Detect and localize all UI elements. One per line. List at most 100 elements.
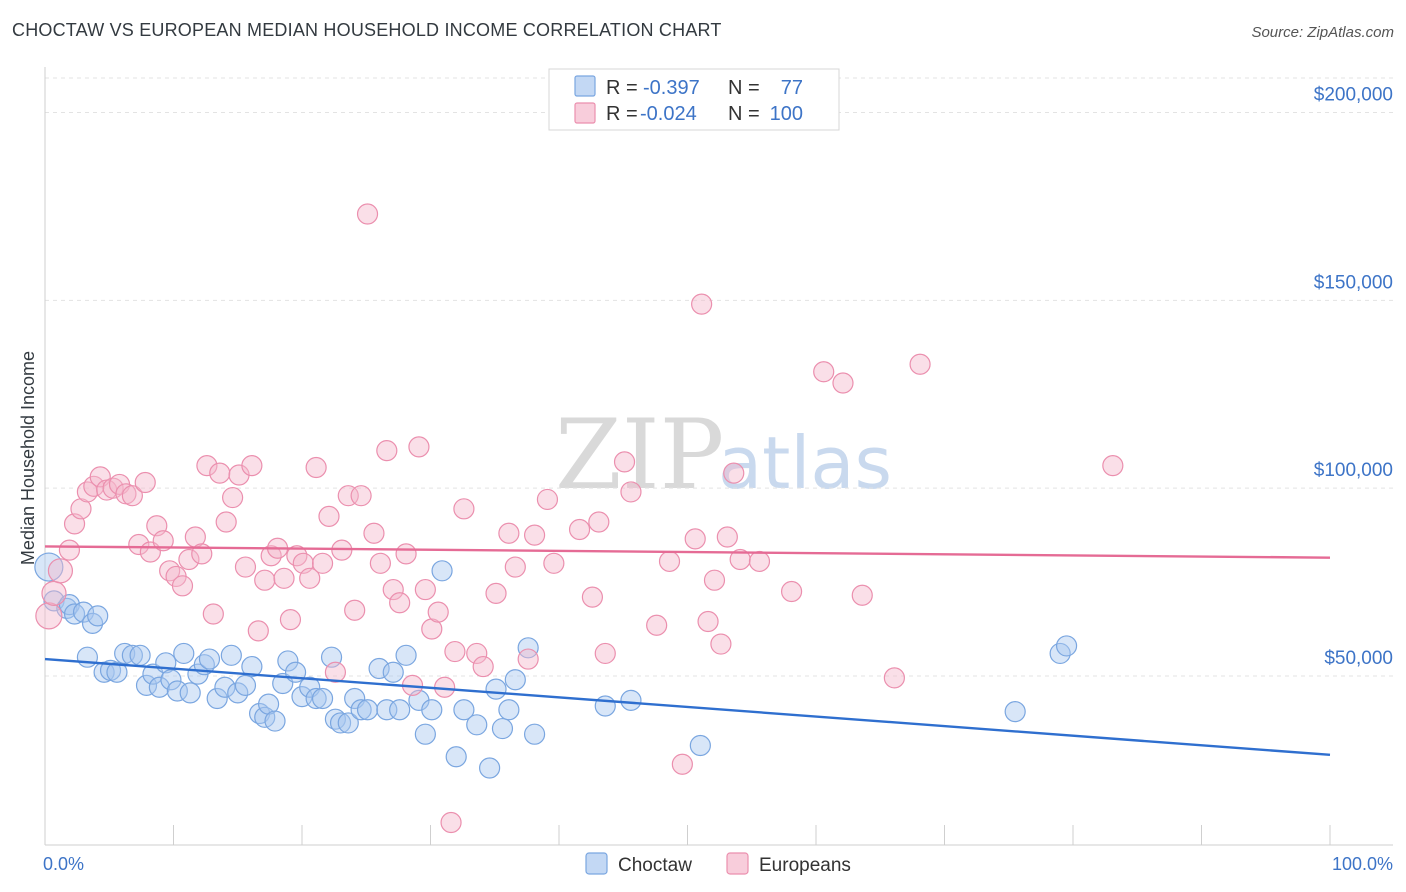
point-europeans bbox=[748, 550, 771, 573]
watermark-atlas: atlas bbox=[718, 421, 892, 505]
point-europeans bbox=[196, 455, 218, 477]
point-europeans bbox=[356, 203, 379, 225]
point-europeans bbox=[523, 524, 546, 546]
point-choctaw bbox=[382, 661, 404, 683]
point-choctaw bbox=[337, 712, 359, 734]
y-axis-label: Median Household Income bbox=[18, 351, 38, 565]
bottom-legend-europeans: Europeans bbox=[759, 855, 851, 876]
point-europeans bbox=[691, 293, 713, 315]
point-europeans bbox=[222, 486, 244, 509]
point-choctaw bbox=[504, 669, 526, 691]
point-europeans bbox=[408, 436, 430, 458]
point-europeans bbox=[472, 655, 494, 678]
point-europeans bbox=[171, 575, 194, 597]
point-europeans bbox=[588, 511, 610, 533]
watermark-zip: ZIP bbox=[555, 399, 724, 511]
y-tick-label: $100,000 bbox=[1314, 460, 1393, 481]
point-europeans bbox=[684, 528, 706, 550]
legend-r-label: R = bbox=[606, 103, 638, 125]
point-europeans bbox=[363, 522, 385, 544]
point-europeans bbox=[620, 481, 642, 503]
point-choctaw bbox=[479, 757, 501, 779]
point-choctaw bbox=[234, 674, 257, 696]
point-europeans bbox=[382, 578, 404, 601]
point-europeans bbox=[517, 648, 539, 670]
point-europeans bbox=[128, 533, 150, 556]
point-europeans bbox=[273, 567, 295, 589]
point-choctaw bbox=[227, 682, 249, 704]
point-europeans bbox=[723, 462, 745, 484]
point-europeans bbox=[215, 511, 237, 533]
point-choctaw bbox=[431, 560, 453, 582]
point-europeans bbox=[209, 462, 231, 484]
point-europeans bbox=[703, 569, 726, 591]
point-europeans bbox=[453, 498, 475, 520]
point-europeans bbox=[279, 609, 302, 631]
point-europeans bbox=[1102, 455, 1124, 477]
point-europeans bbox=[202, 603, 224, 625]
axes bbox=[44, 67, 1393, 846]
legend-n-label: N = bbox=[728, 77, 760, 99]
point-europeans bbox=[121, 485, 143, 507]
point-europeans bbox=[350, 485, 372, 507]
point-choctaw bbox=[445, 746, 467, 768]
point-europeans bbox=[58, 539, 81, 561]
point-choctaw bbox=[214, 676, 236, 698]
point-europeans bbox=[697, 610, 719, 633]
point-europeans bbox=[134, 471, 156, 494]
point-europeans bbox=[152, 530, 174, 552]
legend-n-value: 77 bbox=[781, 77, 803, 99]
scatter-points bbox=[34, 203, 1124, 834]
point-europeans bbox=[581, 586, 604, 608]
point-europeans bbox=[247, 620, 269, 642]
point-europeans bbox=[337, 485, 359, 507]
trend-lines bbox=[44, 545, 1331, 757]
x-tick-label-min: 0.0% bbox=[43, 854, 84, 874]
legend-swatch-choctaw bbox=[574, 75, 596, 97]
point-europeans bbox=[41, 580, 67, 606]
point-choctaw bbox=[523, 723, 546, 745]
point-choctaw bbox=[173, 642, 195, 665]
point-choctaw bbox=[1055, 635, 1078, 657]
point-choctaw bbox=[76, 646, 99, 668]
point-choctaw bbox=[148, 676, 170, 698]
point-europeans bbox=[444, 640, 466, 663]
point-choctaw bbox=[453, 699, 475, 721]
point-europeans bbox=[178, 548, 200, 571]
point-choctaw bbox=[264, 710, 286, 732]
point-choctaw bbox=[498, 699, 520, 721]
legend-swatch-europeans bbox=[574, 102, 596, 124]
point-europeans bbox=[376, 440, 398, 462]
legend-frame bbox=[548, 68, 840, 131]
point-europeans bbox=[318, 505, 340, 527]
point-choctaw bbox=[277, 650, 299, 672]
point-europeans bbox=[389, 592, 411, 614]
point-europeans bbox=[504, 556, 526, 578]
point-europeans bbox=[427, 601, 449, 623]
point-europeans bbox=[613, 451, 636, 473]
legend-n-value: 100 bbox=[770, 103, 803, 125]
point-europeans bbox=[710, 633, 732, 655]
legend-r-value: -0.397 bbox=[643, 77, 700, 99]
point-europeans bbox=[102, 477, 124, 499]
point-europeans bbox=[369, 552, 391, 574]
legend-r-value: -0.024 bbox=[640, 103, 697, 125]
point-europeans bbox=[883, 667, 905, 689]
point-choctaw bbox=[220, 644, 242, 666]
point-europeans bbox=[35, 602, 63, 630]
point-europeans bbox=[241, 455, 263, 477]
point-europeans bbox=[395, 543, 417, 565]
bottom-legend: Choctaw Europeans bbox=[585, 852, 851, 876]
point-europeans bbox=[485, 582, 507, 604]
y-tick-label: $50,000 bbox=[1324, 648, 1393, 669]
point-choctaw bbox=[620, 689, 642, 711]
point-choctaw bbox=[376, 699, 398, 721]
point-choctaw bbox=[594, 695, 616, 717]
point-choctaw bbox=[106, 661, 128, 683]
trend-line-choctaw bbox=[44, 657, 1331, 757]
point-europeans bbox=[716, 526, 738, 548]
point-europeans bbox=[646, 614, 668, 636]
point-europeans bbox=[466, 642, 488, 665]
point-choctaw bbox=[129, 644, 151, 666]
